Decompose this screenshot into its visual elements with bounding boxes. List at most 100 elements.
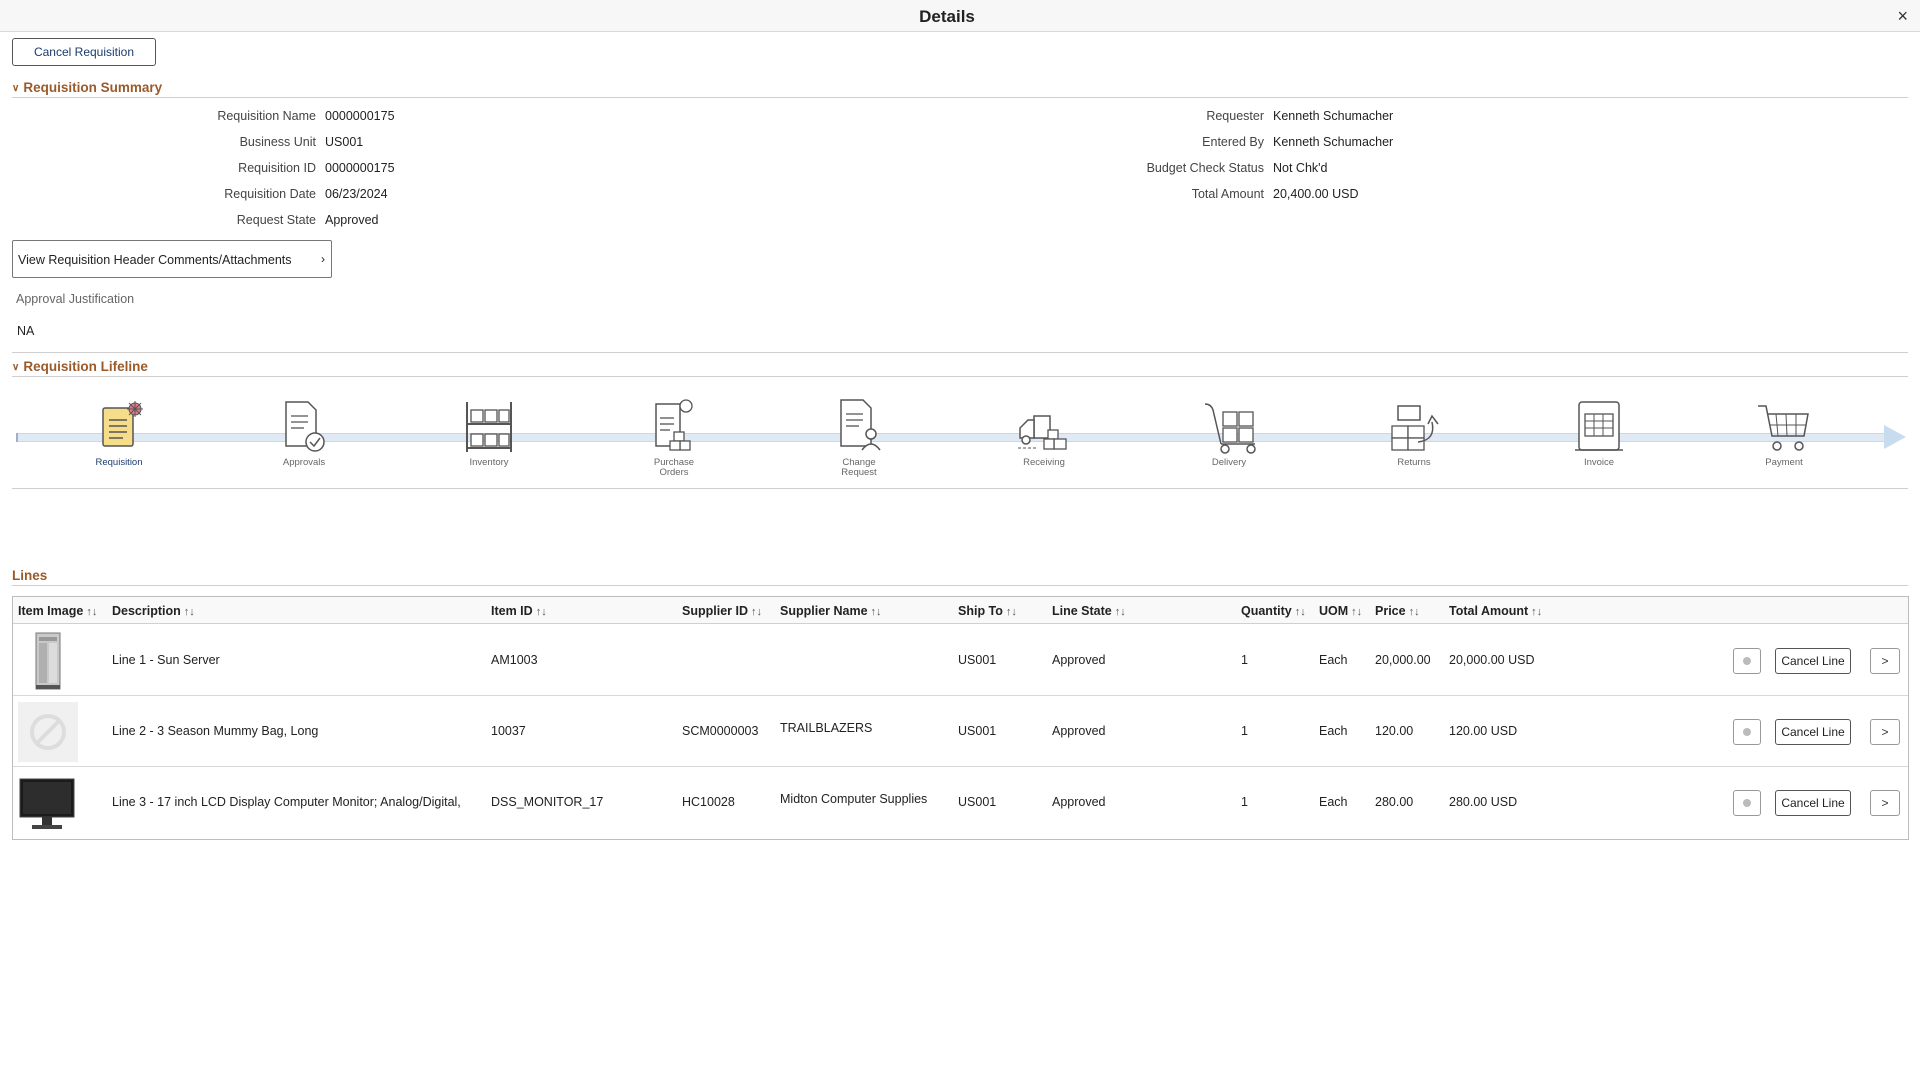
section-title: Lines bbox=[12, 568, 48, 583]
comments-icon[interactable] bbox=[1733, 648, 1761, 674]
field-label: Requisition ID bbox=[238, 161, 316, 175]
requisition-lifeline-header[interactable]: ∨ Requisition Lifeline bbox=[12, 359, 148, 374]
field-label: Requisition Date bbox=[224, 187, 316, 201]
cancel-line-button[interactable]: Cancel Line bbox=[1775, 648, 1851, 674]
sort-icon[interactable]: ↑↓ bbox=[1114, 606, 1126, 618]
cell-line-state: Approved bbox=[1052, 653, 1106, 667]
comments-icon[interactable] bbox=[1733, 790, 1761, 816]
field-label: Budget Check Status bbox=[1146, 161, 1264, 175]
cell-ship-to: US001 bbox=[958, 653, 997, 667]
cell-uom: Each bbox=[1319, 795, 1348, 809]
sort-icon[interactable]: ↑↓ bbox=[535, 606, 547, 618]
stage-label: Inventory bbox=[469, 457, 509, 468]
field-label: Total Amount bbox=[1191, 187, 1264, 201]
cell-item-id: AM1003 bbox=[491, 653, 538, 667]
chevron-right-icon[interactable]: > bbox=[1870, 719, 1900, 745]
column-label: Ship To bbox=[958, 604, 1003, 618]
divider bbox=[12, 585, 1908, 586]
cell-ship-to: US001 bbox=[958, 795, 997, 809]
returns-icon bbox=[1364, 396, 1464, 456]
section-title: Requisition Lifeline bbox=[23, 359, 148, 374]
cell-item-id: DSS_MONITOR_17 bbox=[491, 795, 604, 809]
cell-supplier-name: TRAILBLAZERS bbox=[780, 721, 873, 735]
column-header-item-image[interactable]: Item Image ↑↓ bbox=[18, 604, 97, 618]
close-icon[interactable]: × bbox=[1897, 6, 1908, 26]
table-row: Line 1 - Sun Server AM1003 US001 Approved 1 E… bbox=[13, 625, 1908, 696]
field-value: 20,400.00 USD bbox=[1273, 187, 1359, 201]
lifeline-stage-approvals[interactable]: Approvals bbox=[254, 396, 354, 468]
column-header-line-state[interactable]: Line State ↑↓ bbox=[1052, 604, 1126, 618]
sort-icon[interactable]: ↑↓ bbox=[86, 606, 98, 618]
sort-icon[interactable]: ↑↓ bbox=[1531, 606, 1543, 618]
stage-label: Payment bbox=[1765, 457, 1803, 468]
requisition-icon bbox=[69, 396, 169, 456]
column-header-quantity[interactable]: Quantity ↑↓ bbox=[1241, 604, 1306, 618]
cancel-line-button[interactable]: Cancel Line bbox=[1775, 790, 1851, 816]
lifeline-stage-receiving[interactable]: Receiving bbox=[994, 396, 1094, 468]
receiving-icon bbox=[994, 396, 1094, 456]
comments-icon[interactable] bbox=[1733, 719, 1761, 745]
title-bar: Details × bbox=[0, 0, 1920, 32]
column-label: UOM bbox=[1319, 604, 1349, 618]
cell-total: 280.00 USD bbox=[1449, 795, 1518, 809]
field-value: 06/23/2024 bbox=[325, 187, 388, 201]
field-value: 0000000175 bbox=[325, 109, 395, 123]
column-header-price[interactable]: Price ↑↓ bbox=[1375, 604, 1420, 618]
chevron-right-icon[interactable]: > bbox=[1870, 790, 1900, 816]
cell-price: 20,000.00 bbox=[1375, 653, 1431, 667]
column-header-item-id[interactable]: Item ID ↑↓ bbox=[491, 604, 547, 618]
requisition-summary-header[interactable]: ∨ Requisition Summary bbox=[12, 80, 162, 95]
sort-icon[interactable]: ↑↓ bbox=[1294, 606, 1306, 618]
lifeline-stage-invoice[interactable]: Invoice bbox=[1549, 396, 1649, 468]
sort-icon[interactable]: ↑↓ bbox=[870, 606, 882, 618]
cell-line-state: Approved bbox=[1052, 795, 1106, 809]
lifeline-stage-change-request[interactable]: Change Request bbox=[809, 396, 909, 478]
column-label: Quantity bbox=[1241, 604, 1292, 618]
chevron-right-icon[interactable]: > bbox=[1870, 648, 1900, 674]
field-value: Kenneth Schumacher bbox=[1273, 135, 1394, 149]
column-header-ship-to[interactable]: Ship To ↑↓ bbox=[958, 604, 1017, 618]
column-label: Price bbox=[1375, 604, 1406, 618]
view-header-comments-link[interactable]: View Requisition Header Comments/Attachm… bbox=[12, 240, 332, 278]
field-label: Request State bbox=[236, 213, 316, 227]
lifeline-stage-requisition[interactable]: Requisition bbox=[69, 396, 169, 468]
sort-icon[interactable]: ↑↓ bbox=[183, 606, 195, 618]
lifeline-stage-purchase-orders[interactable]: Purchase Orders bbox=[624, 396, 724, 478]
sort-icon[interactable]: ↑↓ bbox=[1408, 606, 1420, 618]
column-label: Description bbox=[112, 604, 181, 618]
column-header-total-amount[interactable]: Total Amount ↑↓ bbox=[1449, 604, 1542, 618]
sort-icon[interactable]: ↑↓ bbox=[1005, 606, 1017, 618]
column-header-supplier-id[interactable]: Supplier ID ↑↓ bbox=[682, 604, 762, 618]
divider bbox=[12, 352, 1908, 353]
cell-total: 20,000.00 USD bbox=[1449, 653, 1535, 667]
stage-label: Purchase Orders bbox=[653, 457, 695, 478]
column-label: Supplier ID bbox=[682, 604, 748, 618]
inventory-icon bbox=[439, 396, 539, 456]
column-label: Supplier Name bbox=[780, 604, 868, 618]
cancel-requisition-button[interactable]: Cancel Requisition bbox=[12, 38, 156, 66]
lifeline-stage-returns[interactable]: Returns bbox=[1364, 396, 1464, 468]
lifeline-stage-inventory[interactable]: Inventory bbox=[439, 396, 539, 468]
stage-label: Approvals bbox=[282, 457, 326, 468]
sort-icon[interactable]: ↑↓ bbox=[750, 606, 762, 618]
lifeline-stage-delivery[interactable]: Delivery bbox=[1179, 396, 1279, 468]
section-title: Requisition Summary bbox=[23, 80, 163, 95]
column-header-description[interactable]: Description ↑↓ bbox=[112, 604, 195, 618]
cell-quantity: 1 bbox=[1241, 795, 1248, 809]
stage-label: Returns bbox=[1397, 457, 1431, 468]
column-label: Total Amount bbox=[1449, 604, 1529, 618]
column-header-uom[interactable]: UOM ↑↓ bbox=[1319, 604, 1362, 618]
approvals-icon bbox=[254, 396, 354, 456]
lifeline-stage-payment[interactable]: Payment bbox=[1734, 396, 1834, 468]
table-row: Line 3 - 17 inch LCD Display Computer Mo… bbox=[13, 767, 1908, 838]
sort-icon[interactable]: ↑↓ bbox=[1351, 606, 1363, 618]
change-request-icon bbox=[809, 396, 909, 456]
cell-item-id: 10037 bbox=[491, 724, 526, 738]
column-header-supplier-name[interactable]: Supplier Name ↑↓ bbox=[780, 604, 882, 618]
cancel-line-button[interactable]: Cancel Line bbox=[1775, 719, 1851, 745]
column-label: Line State bbox=[1052, 604, 1112, 618]
table-header: Item Image ↑↓ Description ↑↓ Item ID ↑↓ Suppli… bbox=[13, 597, 1908, 624]
field-value: Kenneth Schumacher bbox=[1273, 109, 1394, 123]
cell-ship-to: US001 bbox=[958, 724, 997, 738]
chevron-down-icon: ∨ bbox=[12, 362, 20, 373]
